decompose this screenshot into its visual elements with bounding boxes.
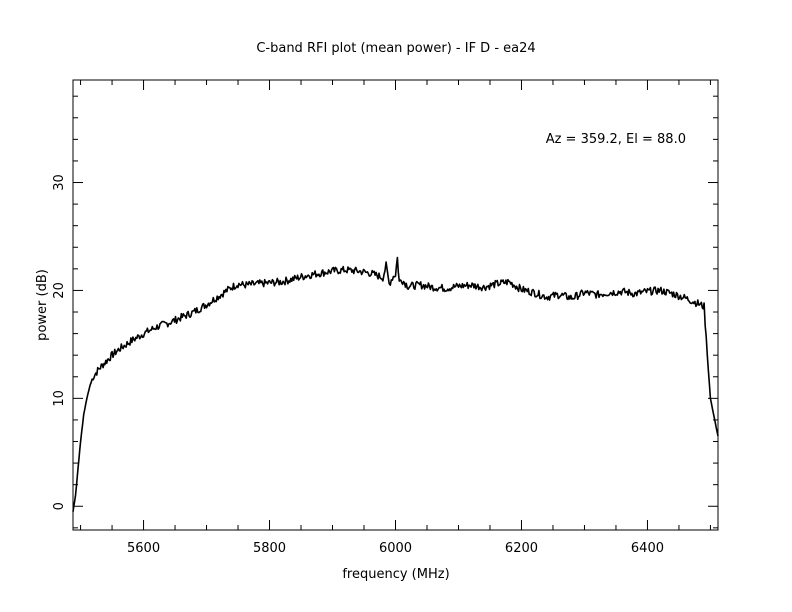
x-tick-label: 6200 [505, 541, 538, 556]
y-tick-label: 20 [52, 282, 67, 299]
x-axis-label: frequency (MHz) [342, 567, 449, 582]
x-tick-label: 5600 [127, 541, 160, 556]
chart-annotation: Az = 359.2, El = 88.0 [546, 132, 686, 147]
x-tick-label: 6400 [631, 541, 664, 556]
chart-title: C-band RFI plot (mean power) - IF D - ea… [256, 41, 535, 56]
x-tick-label: 5800 [253, 541, 286, 556]
plot-frame [72, 79, 719, 531]
y-tick-label: 10 [52, 390, 67, 407]
tick-labels: 5600 5800 6000 6200 6400 0 10 20 30 [52, 174, 664, 556]
x-tick-label: 6000 [379, 541, 412, 556]
y-tick-label: 0 [52, 502, 67, 510]
y-tick-label: 30 [52, 174, 67, 191]
axis-ticks [73, 80, 718, 530]
power-spectrum-line [72, 256, 719, 512]
y-axis-label: power (dB) [35, 269, 50, 341]
